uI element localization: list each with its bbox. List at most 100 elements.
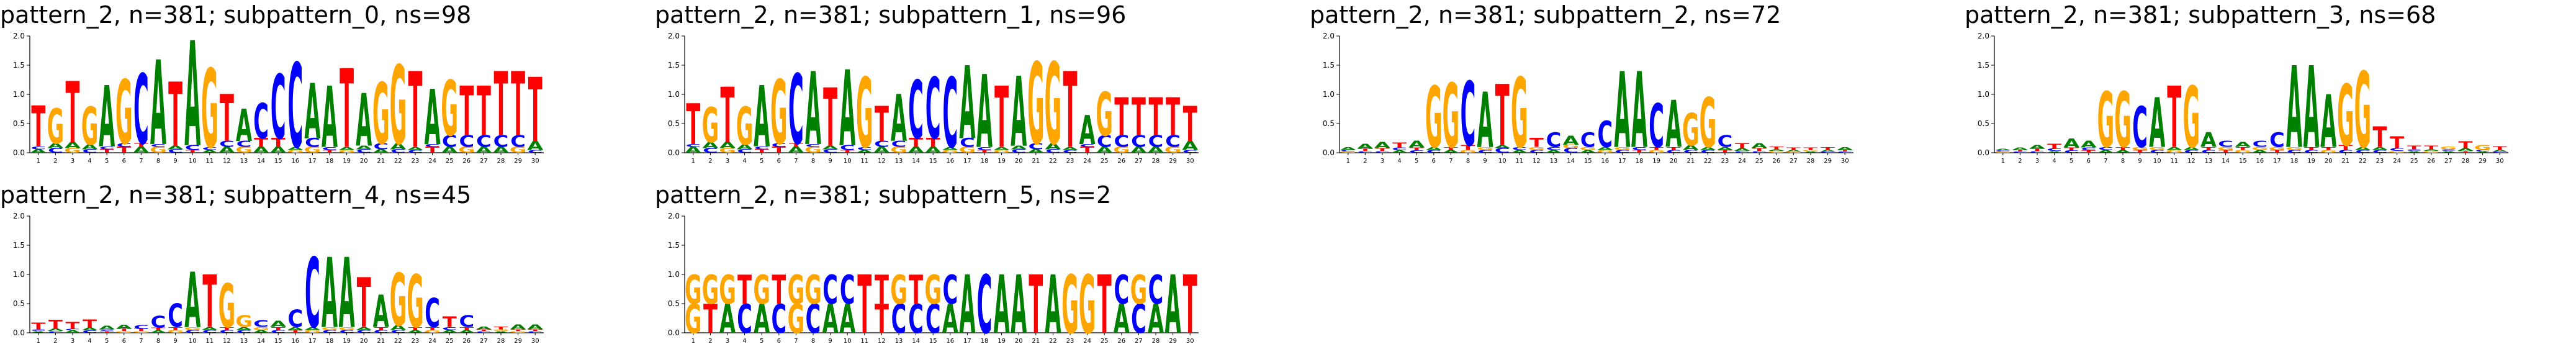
logo-letter-c: C — [2150, 149, 2165, 153]
x-tick-label: 11 — [860, 338, 868, 345]
logo-letter-a: A — [925, 145, 941, 155]
logo-letter-t: T — [151, 327, 166, 331]
logo-letter-c: C — [116, 142, 132, 148]
logo-letter-g: G — [1768, 150, 1785, 153]
x-tick-label: 14 — [257, 158, 265, 165]
logo-letter-a: A — [82, 327, 98, 331]
logo-letter-a: A — [339, 238, 355, 350]
x-tick-label: 24 — [428, 338, 436, 345]
x-tick-label: 12 — [878, 338, 886, 345]
logo-letter-a: A — [527, 139, 544, 153]
logo-letter-a: A — [1734, 147, 1750, 151]
logo-letter-t: T — [2236, 146, 2251, 150]
sequence-logo-chart: 0.00.51.01.52.01 2 3 4 5 6 7 8 9 10 11 12 13 14 15 16 17… — [1323, 32, 1853, 171]
logo-letter-c: C — [271, 329, 286, 333]
logo-letter-c: C — [1182, 149, 1198, 153]
logo-letter-a: A — [719, 296, 736, 343]
logo-letter-t: T — [511, 54, 525, 156]
logo-letter-t: T — [31, 95, 45, 160]
x-tick-label: 29 — [1824, 158, 1832, 165]
logo-letter-c: C — [30, 329, 46, 332]
logo-letter-c: C — [1752, 150, 1767, 153]
y-tick-label: 1.0 — [13, 90, 25, 99]
logo-letter-c: C — [442, 326, 457, 330]
logo-letter-a: A — [150, 330, 167, 333]
y-tick-label: 2.0 — [13, 212, 25, 220]
logo-letter-g: G — [2423, 150, 2440, 153]
x-tick-label: 11 — [860, 158, 868, 165]
y-tick-label: 2.0 — [668, 212, 680, 220]
x-tick-label: 10 — [189, 158, 197, 165]
x-tick-label: 27 — [1135, 338, 1143, 345]
logo-letter-t: T — [2322, 146, 2336, 150]
x-tick-label: 16 — [2256, 158, 2264, 165]
logo-letter-a: A — [1803, 151, 1819, 153]
logo-letter-c: C — [840, 144, 855, 151]
logo-letter-g: G — [1443, 66, 1460, 168]
logo-letter-c: C — [1580, 128, 1596, 151]
logo-letter-c: C — [1063, 149, 1078, 153]
logo-letter-c: C — [1148, 132, 1164, 151]
logo-letter-g: G — [2474, 144, 2492, 151]
logo-letter-t: T — [1838, 150, 1853, 153]
logo-letter-c: C — [305, 238, 320, 350]
logo-letter-g: G — [390, 43, 407, 169]
x-tick-label: 4 — [2052, 158, 2056, 165]
logo-letter-t: T — [2202, 146, 2217, 150]
logo-letter-t: T — [408, 50, 423, 171]
x-tick-label: 21 — [1687, 158, 1695, 165]
x-tick-label: 4 — [1397, 158, 1401, 165]
logo-letter-a: A — [959, 46, 975, 162]
x-tick-label: 12 — [223, 338, 231, 345]
logo-letter-c: C — [1597, 114, 1613, 156]
x-tick-label: 30 — [531, 158, 539, 165]
logo-letter-t: T — [1392, 142, 1407, 149]
logo-letter-t: T — [100, 148, 114, 154]
logo-letter-c: C — [1375, 150, 1390, 153]
logo-letter-t: T — [2116, 146, 2131, 150]
x-tick-label: 26 — [1117, 338, 1125, 345]
y-tick-label: 0.0 — [668, 328, 680, 337]
x-tick-label: 11 — [205, 158, 214, 165]
logo-letter-t: T — [220, 326, 235, 330]
logo-letter-a: A — [390, 324, 407, 332]
logo-letter-c: C — [840, 267, 855, 314]
logo-letter-c: C — [1148, 267, 1164, 314]
logo-letter-c: C — [874, 139, 889, 148]
logo-letter-t: T — [1132, 88, 1146, 148]
logo-letter-a: A — [754, 69, 770, 167]
logo-letter-c: C — [30, 145, 46, 150]
logo-letter-c: C — [1426, 149, 1441, 153]
x-tick-label: 23 — [1066, 338, 1074, 345]
logo-letter-g: G — [1164, 145, 1182, 155]
logo-letter-a: A — [873, 145, 889, 155]
logo-letter-a: A — [2372, 146, 2388, 150]
x-tick-label: 10 — [1498, 158, 1506, 165]
logo-letter-c: C — [356, 148, 372, 154]
logo-letter-a: A — [754, 296, 770, 343]
x-tick-label: 12 — [223, 158, 231, 165]
logo-letter-t: T — [1410, 147, 1425, 151]
logo-letter-t: T — [1166, 88, 1180, 148]
y-tick-label: 1.5 — [1978, 61, 1989, 70]
logo-letter-c: C — [510, 132, 526, 151]
logo-letter-a: A — [857, 149, 873, 153]
x-tick-label: 30 — [2496, 158, 2504, 165]
logo-letter-a: A — [47, 328, 64, 332]
logo-letter-g: G — [424, 329, 441, 333]
logo-letter-a: A — [1580, 149, 1596, 153]
logo-letter-a: A — [253, 329, 269, 333]
logo-letter-c: C — [737, 296, 752, 343]
logo-letter-t: T — [528, 329, 543, 332]
logo-letter-c: C — [373, 329, 389, 333]
logo-letter-g: G — [2132, 146, 2149, 150]
logo-letter-t: T — [494, 54, 508, 156]
logo-letter-a: A — [441, 145, 457, 155]
x-tick-label: 5 — [105, 338, 109, 345]
x-tick-label: 3 — [2035, 158, 2039, 165]
logo-letter-t: T — [511, 329, 526, 332]
logo-letter-a: A — [168, 145, 184, 150]
logo-letter-g: G — [304, 145, 322, 155]
x-tick-label: 2 — [708, 158, 712, 165]
logo-letter-t: T — [2424, 145, 2438, 150]
